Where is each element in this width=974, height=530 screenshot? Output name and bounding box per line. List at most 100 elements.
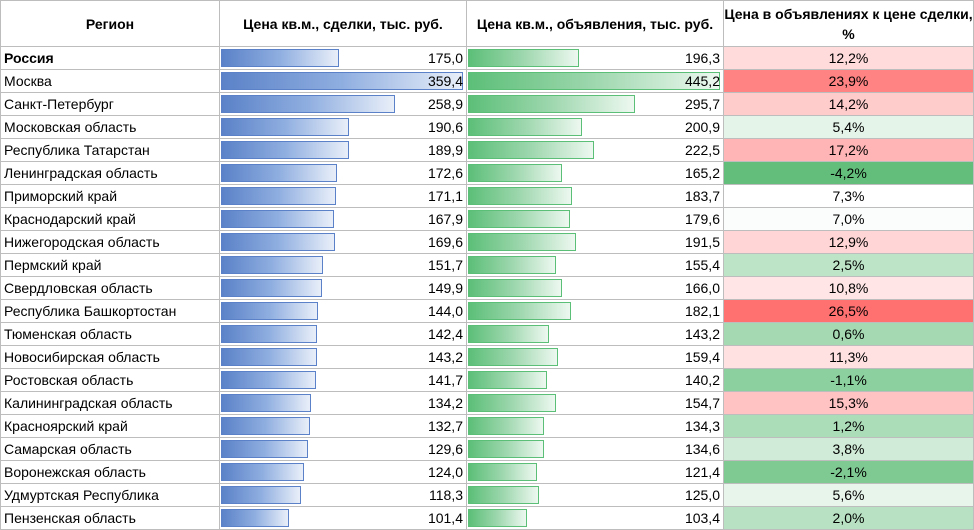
deal-price-cell: 151,7 — [219, 253, 467, 277]
deal-price-cell: 144,0 — [219, 299, 467, 323]
table-body: Россия 175,0 196,3 12,2% Москва 359,4 445,2 23,… — [0, 46, 974, 530]
table-row: Москва 359,4 445,2 23,9% — [0, 69, 974, 93]
region-cell: Россия — [0, 46, 220, 70]
ad-price-value: 154,7 — [684, 395, 720, 411]
ratio-cell: 5,6% — [723, 483, 974, 507]
deal-price-bar — [221, 394, 311, 412]
ad-price-bar — [468, 394, 556, 412]
ad-price-cell: 154,7 — [466, 391, 724, 415]
deal-price-bar — [221, 210, 334, 228]
table-row: Пермский край 151,7 155,4 2,5% — [0, 253, 974, 277]
region-cell: Калининградская область — [0, 391, 220, 415]
region-cell: Краснодарский край — [0, 207, 220, 231]
deal-price-bar — [221, 279, 322, 297]
table-row: Свердловская область 149,9 166,0 10,8% — [0, 276, 974, 300]
region-cell: Пермский край — [0, 253, 220, 277]
deal-price-cell: 143,2 — [219, 345, 467, 369]
deal-price-bar — [221, 486, 301, 504]
deal-price-cell: 129,6 — [219, 437, 467, 461]
deal-price-bar — [221, 118, 349, 136]
ad-price-value: 165,2 — [684, 165, 720, 181]
ad-price-cell: 295,7 — [466, 92, 724, 116]
ad-price-cell: 143,2 — [466, 322, 724, 346]
ratio-cell: -1,1% — [723, 368, 974, 392]
region-cell: Пензенская область — [0, 506, 220, 530]
header-row: Регион Цена кв.м., сделки, тыс. руб. Цен… — [0, 0, 974, 47]
ratio-cell: 15,3% — [723, 391, 974, 415]
deal-price-cell: 172,6 — [219, 161, 467, 185]
deal-price-value: 144,0 — [427, 303, 463, 319]
ratio-cell: 2,5% — [723, 253, 974, 277]
ad-price-cell: 191,5 — [466, 230, 724, 254]
ratio-cell: 10,8% — [723, 276, 974, 300]
deal-price-value: 124,0 — [427, 464, 463, 480]
table-row: Санкт-Петербург 258,9 295,7 14,2% — [0, 92, 974, 116]
ad-price-cell: 103,4 — [466, 506, 724, 530]
deal-price-bar — [221, 233, 335, 251]
ratio-cell: 5,4% — [723, 115, 974, 139]
deal-price-cell: 175,0 — [219, 46, 467, 70]
ratio-cell: 26,5% — [723, 299, 974, 323]
deal-price-bar — [221, 164, 337, 182]
ad-price-bar — [468, 463, 537, 481]
table-row: Калининградская область 134,2 154,7 15,3% — [0, 391, 974, 415]
ad-price-value: 103,4 — [684, 510, 720, 526]
ad-price-bar — [468, 486, 539, 504]
deal-price-bar — [221, 49, 339, 67]
region-cell: Приморский край — [0, 184, 220, 208]
ratio-cell: 12,9% — [723, 230, 974, 254]
ratio-cell: 2,0% — [723, 506, 974, 530]
ad-price-bar — [468, 187, 572, 205]
region-cell: Новосибирская область — [0, 345, 220, 369]
deal-price-cell: 134,2 — [219, 391, 467, 415]
ad-price-cell: 196,3 — [466, 46, 724, 70]
ad-price-cell: 200,9 — [466, 115, 724, 139]
deal-price-value: 258,9 — [427, 96, 463, 112]
deal-price-value: 359,4 — [427, 73, 463, 89]
ad-price-cell: 155,4 — [466, 253, 724, 277]
table-row: Республика Татарстан 189,9 222,5 17,2% — [0, 138, 974, 162]
ad-price-value: 182,1 — [684, 303, 720, 319]
table-row: Россия 175,0 196,3 12,2% — [0, 46, 974, 70]
deal-price-cell: 171,1 — [219, 184, 467, 208]
ad-price-bar — [468, 279, 562, 297]
deal-price-value: 149,9 — [427, 280, 463, 296]
ad-price-bar — [468, 233, 576, 251]
deal-price-cell: 118,3 — [219, 483, 467, 507]
table-row: Тюменская область 142,4 143,2 0,6% — [0, 322, 974, 346]
deal-price-value: 132,7 — [427, 418, 463, 434]
ad-price-bar — [468, 348, 558, 366]
region-cell: Красноярский край — [0, 414, 220, 438]
region-cell: Республика Татарстан — [0, 138, 220, 162]
ad-price-value: 134,6 — [684, 441, 720, 457]
deal-price-bar — [221, 417, 310, 435]
ad-price-value: 159,4 — [684, 349, 720, 365]
deal-price-cell: 169,6 — [219, 230, 467, 254]
region-cell: Санкт-Петербург — [0, 92, 220, 116]
ad-price-value: 191,5 — [684, 234, 720, 250]
ad-price-value: 143,2 — [684, 326, 720, 342]
ad-price-bar — [468, 210, 570, 228]
table-row: Республика Башкортостан 144,0 182,1 26,5% — [0, 299, 974, 323]
ad-price-cell: 182,1 — [466, 299, 724, 323]
ad-price-bar — [468, 49, 579, 67]
deal-price-bar — [221, 371, 316, 389]
deal-price-cell: 258,9 — [219, 92, 467, 116]
deal-price-value: 118,3 — [429, 487, 463, 503]
deal-price-cell: 141,7 — [219, 368, 467, 392]
deal-price-cell: 189,9 — [219, 138, 467, 162]
ad-price-value: 179,6 — [684, 211, 720, 227]
ad-price-bar — [468, 256, 556, 274]
region-cell: Нижегородская область — [0, 230, 220, 254]
table-row: Пензенская область 101,4 103,4 2,0% — [0, 506, 974, 530]
deal-price-value: 189,9 — [427, 142, 463, 158]
ad-price-bar — [468, 141, 594, 159]
deal-price-value: 134,2 — [427, 395, 463, 411]
ratio-cell: -2,1% — [723, 460, 974, 484]
deal-price-bar — [221, 256, 323, 274]
ad-price-cell: 159,4 — [466, 345, 724, 369]
region-cell: Московская область — [0, 115, 220, 139]
deal-price-bar — [221, 72, 463, 90]
ad-price-value: 222,5 — [684, 142, 720, 158]
ratio-cell: 1,2% — [723, 414, 974, 438]
